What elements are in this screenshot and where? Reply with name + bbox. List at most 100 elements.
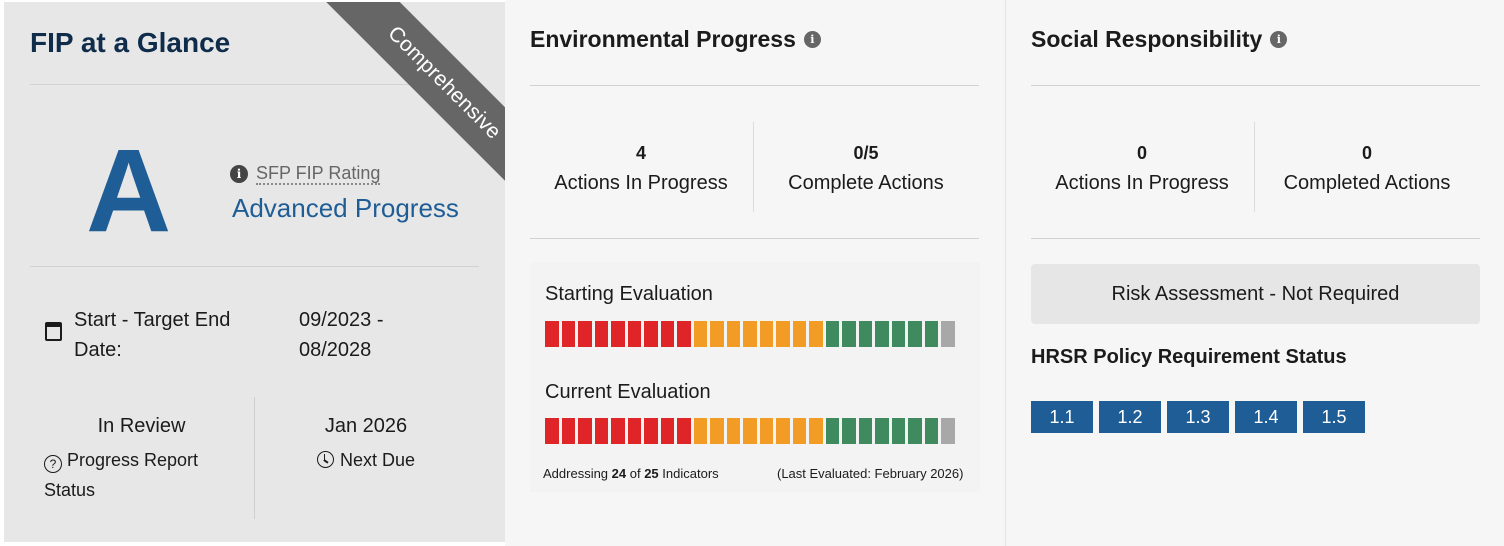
sfp-rating-label[interactable]: i SFP FIP Rating bbox=[230, 163, 381, 185]
indicator-segment-red bbox=[627, 321, 641, 347]
info-icon[interactable]: i bbox=[230, 165, 248, 183]
next-due-value: Jan 2026 bbox=[324, 415, 408, 437]
calendar-icon bbox=[45, 322, 62, 341]
stat-label: Actions In Progress bbox=[1055, 172, 1229, 194]
stat-actions-in-progress: 0 Actions In Progress bbox=[1041, 142, 1243, 202]
indicator-segment-orange bbox=[792, 418, 806, 444]
starting-evaluation-bar bbox=[545, 321, 955, 347]
stat-label: Completed Actions bbox=[1283, 172, 1451, 194]
rating-label-text: SFP FIP Rating bbox=[256, 163, 381, 185]
indicator-segment-orange bbox=[759, 321, 773, 347]
indicator-segment-green bbox=[875, 321, 889, 347]
section-title: Social Responsibility i bbox=[1031, 26, 1288, 53]
indicator-segment-green bbox=[825, 418, 839, 444]
divider bbox=[530, 85, 979, 86]
divider bbox=[1031, 238, 1480, 239]
indicator-segment-red bbox=[594, 418, 608, 444]
divider bbox=[753, 122, 754, 212]
question-circle-icon[interactable]: ? bbox=[44, 455, 62, 473]
indicator-segment-orange bbox=[693, 418, 707, 444]
indicator-segment-green bbox=[891, 418, 905, 444]
divider bbox=[30, 84, 479, 85]
indicator-segment-orange bbox=[726, 418, 740, 444]
indicator-segment-red bbox=[545, 418, 559, 444]
divider bbox=[530, 238, 979, 239]
indicator-segment-orange bbox=[809, 418, 823, 444]
stat-label: Complete Actions bbox=[788, 172, 944, 194]
indicator-segment-red bbox=[545, 321, 559, 347]
footer-prefix: Addressing bbox=[543, 466, 612, 481]
indicator-segment-grey bbox=[941, 418, 955, 444]
indicator-segment-green bbox=[924, 321, 938, 347]
indicator-segment-green bbox=[842, 321, 856, 347]
indicator-segment-red bbox=[644, 321, 658, 347]
indicator-segment-red bbox=[627, 418, 641, 444]
indicator-segment-orange bbox=[776, 418, 790, 444]
report-status-value: In Review bbox=[97, 415, 186, 437]
stat-value: 0 bbox=[1361, 143, 1372, 163]
indicator-segment-green bbox=[858, 321, 872, 347]
hrsr-badge-1-4[interactable]: 1.4 bbox=[1235, 401, 1297, 433]
section-title-text: Environmental Progress bbox=[530, 26, 796, 52]
indicator-segment-red bbox=[578, 418, 592, 444]
stat-value: 0 bbox=[1136, 143, 1147, 163]
stat-actions-in-progress: 4 Actions In Progress bbox=[540, 142, 742, 202]
info-icon[interactable]: i bbox=[1270, 31, 1288, 48]
starting-evaluation-title: Starting Evaluation bbox=[545, 283, 713, 305]
social-responsibility-panel: Social Responsibility i 0 Actions In Pro… bbox=[1005, 0, 1504, 546]
stat-label: Actions In Progress bbox=[554, 172, 728, 194]
hrsr-badge-1-3[interactable]: 1.3 bbox=[1167, 401, 1229, 433]
total-count: 25 bbox=[644, 466, 659, 481]
indicator-segment-orange bbox=[743, 321, 757, 347]
indicator-segment-grey bbox=[941, 321, 955, 347]
hrsr-badge-1-1[interactable]: 1.1 bbox=[1031, 401, 1093, 433]
evaluation-box bbox=[530, 262, 980, 492]
current-evaluation-bar bbox=[545, 418, 955, 444]
date-value: 09/2023 - 08/2028 bbox=[299, 309, 384, 361]
clock-icon bbox=[316, 451, 334, 468]
stat-completed-actions: 0 Completed Actions bbox=[1266, 142, 1468, 202]
indicator-segment-red bbox=[561, 418, 575, 444]
fip-at-a-glance-panel: FIP at a Glance Comprehensive A i SFP FI… bbox=[4, 2, 505, 542]
indicator-segment-green bbox=[842, 418, 856, 444]
next-due-text: Next Due bbox=[339, 450, 416, 470]
indicator-segment-green bbox=[858, 418, 872, 444]
rating-value: Advanced Progress bbox=[232, 193, 459, 223]
indicator-segment-red bbox=[677, 321, 691, 347]
indicator-segment-orange bbox=[726, 321, 740, 347]
environmental-progress-panel: Environmental Progress i 4 Actions In Pr… bbox=[505, 0, 1005, 546]
stat-complete-actions: 0/5 Complete Actions bbox=[765, 142, 967, 202]
indicator-segment-red bbox=[611, 418, 625, 444]
date-label: Start - Target End Date: bbox=[74, 309, 231, 361]
section-title-text: Social Responsibility bbox=[1031, 26, 1263, 52]
info-icon[interactable]: i bbox=[803, 31, 821, 48]
indicator-segment-orange bbox=[743, 418, 757, 444]
indicator-segment-green bbox=[825, 321, 839, 347]
last-evaluated: (Last Evaluated: February 2026) bbox=[777, 466, 964, 481]
footer-suffix: Indicators bbox=[658, 466, 719, 481]
indicator-segment-green bbox=[908, 321, 922, 347]
indicator-segment-red bbox=[677, 418, 691, 444]
divider bbox=[1254, 122, 1255, 212]
divider bbox=[254, 397, 255, 519]
hrsr-title: HRSR Policy Requirement Status bbox=[1031, 346, 1347, 368]
divider bbox=[1031, 85, 1480, 86]
current-evaluation-title: Current Evaluation bbox=[545, 381, 711, 403]
section-title: Environmental Progress i bbox=[530, 26, 821, 53]
addressed-count: 24 bbox=[611, 466, 627, 481]
indicators-summary: Addressing 24 of 25 Indicators bbox=[543, 466, 719, 481]
risk-assessment-status: Risk Assessment - Not Required bbox=[1031, 264, 1480, 324]
indicator-segment-red bbox=[660, 321, 674, 347]
next-due-label: Next Due bbox=[266, 445, 466, 475]
hrsr-badges: 1.1 1.2 1.3 1.4 1.5 bbox=[1031, 401, 1365, 433]
indicator-segment-red bbox=[644, 418, 658, 444]
hrsr-badge-1-2[interactable]: 1.2 bbox=[1099, 401, 1161, 433]
stat-value: 0/5 bbox=[853, 143, 879, 163]
indicator-segment-green bbox=[908, 418, 922, 444]
report-status-label[interactable]: ? Progress Report Status bbox=[44, 445, 244, 505]
hrsr-badge-1-5[interactable]: 1.5 bbox=[1303, 401, 1365, 433]
footer-of: of bbox=[626, 466, 645, 481]
indicator-segment-orange bbox=[809, 321, 823, 347]
indicator-segment-green bbox=[891, 321, 905, 347]
